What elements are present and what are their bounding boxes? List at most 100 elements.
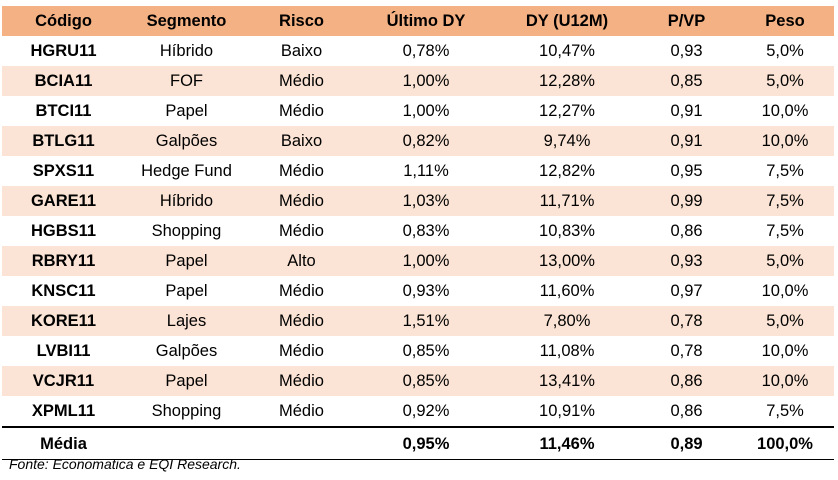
cell-p-vp: 0,99 [637, 186, 736, 216]
cell-p-vp: 0,97 [670, 282, 703, 300]
header-ultimo-dy: Último DY [355, 6, 497, 36]
cell-codigo: LVBI11 [36, 342, 91, 360]
header-risco: Risco [248, 6, 355, 36]
average-peso: 100,0% [736, 426, 834, 460]
cell-p-vp: 0,78 [637, 306, 736, 336]
cell-peso: 10,0% [736, 366, 834, 396]
header-peso: Peso [736, 6, 834, 36]
table-row: BTLG11 Galpões Baixo 0,82% 9,74% 0,91 10,0% [2, 126, 834, 156]
cell-risco: Médio [279, 342, 324, 360]
cell-codigo: XPML11 [31, 402, 96, 420]
cell-dy-u12m: 11,08% [539, 342, 595, 360]
cell-segmento: FOF [125, 66, 248, 96]
cell-codigo: KNSC11 [31, 282, 96, 300]
average-cell-empty [248, 426, 355, 460]
source-note: Fonte: Economatica e EQI Research. [9, 456, 241, 472]
table-row: KORE11 Lajes Médio 1,51% 7,80% 0,78 5,0% [2, 306, 834, 336]
cell-peso: 5,0% [736, 66, 834, 96]
cell-peso: 5,0% [766, 42, 804, 60]
cell-risco: Médio [279, 282, 324, 300]
header-codigo: Código [2, 6, 125, 36]
cell-dy-u12m: 9,74% [497, 126, 637, 156]
table-row: RBRY11 Papel Alto 1,00% 13,00% 0,93 5,0% [2, 246, 834, 276]
cell-ultimo-dy: 0,85% [355, 366, 497, 396]
cell-codigo: RBRY11 [2, 246, 125, 276]
header-segmento: Segmento [125, 6, 248, 36]
cell-segmento: Papel [125, 366, 248, 396]
cell-risco: Médio [279, 222, 324, 240]
cell-dy-u12m: 12,28% [497, 66, 637, 96]
cell-ultimo-dy: 1,11% [403, 162, 449, 180]
cell-ultimo-dy: 1,51% [355, 306, 497, 336]
cell-segmento: Papel [165, 282, 208, 300]
table-footer: Média 0,95% 11,46% 0,89 100,0% [2, 426, 834, 460]
header-row: Código Segmento Risco Último DY DY (U12M… [2, 6, 834, 36]
table-row: LVBI11 Galpões Médio 0,85% 11,08% 0,78 10,0% [2, 336, 834, 366]
cell-ultimo-dy: 1,03% [355, 186, 497, 216]
cell-dy-u12m: 10,47% [539, 42, 595, 60]
average-ultimo-dy: 0,95% [355, 426, 497, 460]
cell-segmento: Galpões [155, 342, 218, 360]
table-row: BTCI11 Papel Médio 1,00% 12,27% 0,91 10,0% [2, 96, 834, 126]
cell-risco: Médio [279, 402, 324, 420]
cell-segmento: Híbrido [159, 42, 214, 60]
cell-p-vp: 0,93 [670, 42, 703, 60]
table-row: BCIA11 FOF Médio 1,00% 12,28% 0,85 5,0% [2, 66, 834, 96]
cell-dy-u12m: 10,91% [539, 402, 595, 420]
cell-risco: Médio [248, 186, 355, 216]
cell-peso: 7,5% [736, 186, 834, 216]
cell-codigo: VCJR11 [2, 366, 125, 396]
average-row: Média 0,95% 11,46% 0,89 100,0% [2, 426, 834, 460]
cell-segmento: Hedge Fund [141, 162, 232, 180]
cell-peso: 10,0% [736, 126, 834, 156]
cell-ultimo-dy: 0,93% [402, 282, 450, 300]
cell-codigo: SPXS11 [32, 162, 95, 180]
cell-dy-u12m: 13,00% [497, 246, 637, 276]
cell-p-vp: 0,91 [670, 102, 703, 120]
cell-p-vp: 0,85 [637, 66, 736, 96]
fii-portfolio-table: Código Segmento Risco Último DY DY (U12M… [2, 6, 834, 460]
cell-risco: Baixo [248, 126, 355, 156]
cell-peso: 10,0% [761, 102, 809, 120]
average-p-vp: 0,89 [637, 426, 736, 460]
cell-segmento: Galpões [125, 126, 248, 156]
cell-segmento: Papel [125, 246, 248, 276]
cell-ultimo-dy: 0,92% [402, 402, 450, 420]
cell-risco: Médio [248, 306, 355, 336]
average-label: Média [2, 426, 125, 460]
cell-ultimo-dy: 0,83% [402, 222, 450, 240]
cell-segmento: Híbrido [125, 186, 248, 216]
cell-peso: 7,5% [766, 222, 804, 240]
cell-ultimo-dy: 1,00% [355, 246, 497, 276]
cell-p-vp: 0,86 [637, 366, 736, 396]
cell-peso: 7,5% [766, 402, 804, 420]
header-dy-u12m: DY (U12M) [497, 6, 637, 36]
cell-segmento: Lajes [125, 306, 248, 336]
cell-peso: 10,0% [761, 282, 809, 300]
average-dy-u12m: 11,46% [497, 426, 637, 460]
table-row: SPXS11 Hedge Fund Médio 1,11% 12,82% 0,95 7,5% [2, 156, 834, 186]
cell-segmento: Shopping [151, 222, 222, 240]
cell-ultimo-dy: 0,82% [355, 126, 497, 156]
table-row: GARE11 Híbrido Médio 1,03% 11,71% 0,99 7,5% [2, 186, 834, 216]
table-row: HGBS11 Shopping Médio 0,83% 10,83% 0,86 7,5% [2, 216, 834, 246]
cell-codigo: KORE11 [2, 306, 125, 336]
cell-codigo: GARE11 [2, 186, 125, 216]
table-row: KNSC11 Papel Médio 0,93% 11,60% 0,97 10,0% [2, 276, 834, 306]
table-row: HGRU11 Híbrido Baixo 0,78% 10,47% 0,93 5,0% [2, 36, 834, 66]
cell-p-vp: 0,86 [670, 222, 703, 240]
cell-codigo: HGRU11 [30, 42, 97, 60]
cell-ultimo-dy: 0,85% [402, 342, 450, 360]
cell-peso: 5,0% [736, 306, 834, 336]
cell-risco: Médio [248, 66, 355, 96]
cell-p-vp: 0,95 [670, 162, 703, 180]
cell-p-vp: 0,91 [637, 126, 736, 156]
cell-dy-u12m: 11,60% [539, 282, 595, 300]
cell-dy-u12m: 12,82% [539, 162, 595, 180]
cell-peso: 7,5% [766, 162, 804, 180]
cell-risco: Médio [279, 102, 324, 120]
cell-peso: 5,0% [736, 246, 834, 276]
cell-segmento: Papel [165, 102, 208, 120]
cell-p-vp: 0,93 [637, 246, 736, 276]
cell-segmento: Shopping [151, 402, 222, 420]
